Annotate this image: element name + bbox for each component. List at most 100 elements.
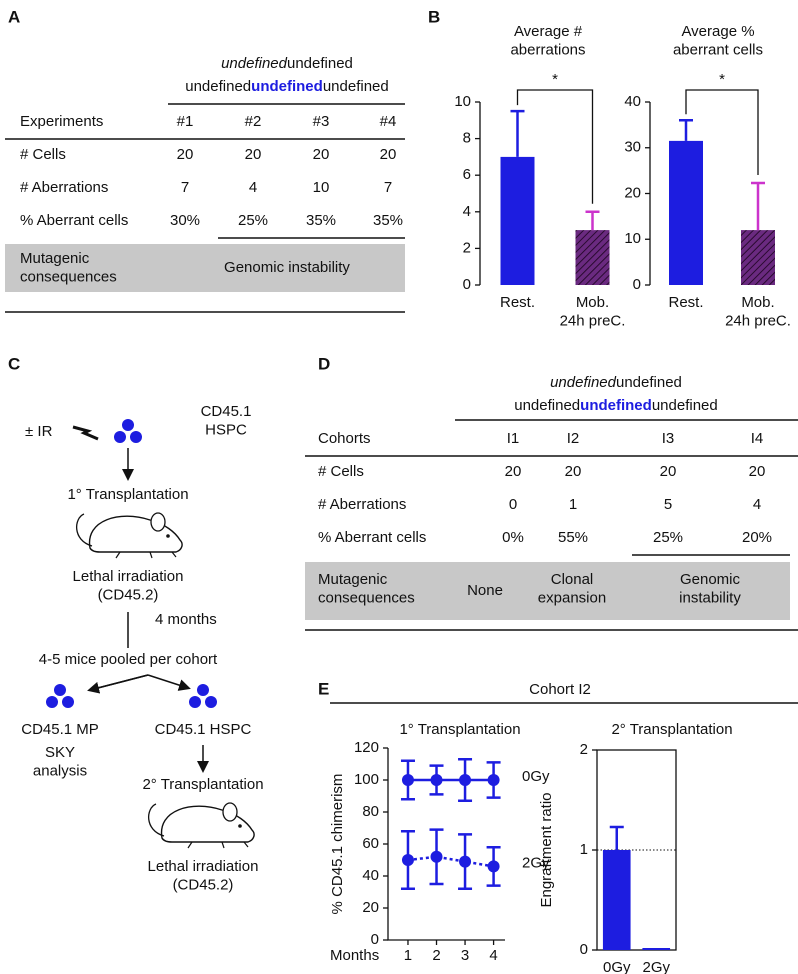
- table-cell: #4: [380, 113, 397, 130]
- y-tick-label: 20: [362, 899, 379, 916]
- section-title: Cohort I2: [529, 681, 591, 698]
- table-header: undefinedundefinedundefined: [185, 78, 388, 95]
- panel-label: B: [428, 7, 440, 26]
- diagram-label: CD45.1 HSPC: [155, 721, 252, 738]
- y-tick-label: 80: [362, 803, 379, 820]
- text-line: consequences: [318, 589, 415, 606]
- header-part: undefined: [323, 78, 389, 95]
- table-header: undefinedundefined: [550, 374, 682, 391]
- x-tick-label: Rest.: [668, 294, 703, 311]
- cell-cluster: [189, 684, 217, 708]
- cell-cluster: [114, 419, 142, 443]
- table-header: undefinedundefinedundefined: [514, 397, 717, 414]
- table-cell: 10: [313, 179, 330, 196]
- table-cell: 35%: [306, 212, 336, 229]
- diagram-label: 2° Transplantation: [142, 776, 263, 793]
- y-tick-label: 10: [624, 230, 641, 247]
- header-part: undefined: [580, 397, 652, 414]
- table-cell: 20: [313, 146, 330, 163]
- significance-bracket: [685, 89, 759, 175]
- shaded-row: [305, 562, 790, 620]
- y-tick-label: 1: [580, 841, 588, 858]
- data-point: [430, 774, 443, 786]
- table-cell: 30%: [170, 212, 200, 229]
- header-part: undefined: [221, 55, 288, 72]
- series-label: 0Gy: [522, 768, 550, 785]
- table-cell: 35%: [373, 212, 403, 229]
- series-line: [407, 855, 494, 868]
- y-tick-label: 0: [580, 941, 588, 958]
- cell-cluster: [46, 684, 74, 708]
- header-part: undefined: [550, 374, 617, 391]
- shaded-row: [5, 244, 405, 292]
- y-tick-label: 8: [463, 130, 471, 147]
- table-cell: #3: [313, 113, 330, 130]
- text-line: instability: [679, 589, 741, 606]
- table-cell: 55%: [558, 529, 588, 546]
- row-label: Cohorts: [318, 430, 371, 447]
- y-tick-label: 30: [624, 139, 641, 156]
- panel-label: E: [318, 679, 329, 698]
- x-tick-label: 4: [489, 947, 497, 964]
- text-line: 24h preC.: [725, 312, 791, 329]
- table-cell: 20: [660, 463, 677, 480]
- table-cell: #1: [177, 113, 194, 130]
- row-label: # Cells: [20, 146, 66, 163]
- error-bar: [679, 119, 693, 141]
- table-cell: 20: [505, 463, 522, 480]
- table-cell: 4: [249, 179, 257, 196]
- y-tick-label: 6: [463, 166, 471, 183]
- text-line: Average %: [681, 23, 754, 40]
- error-bar: [510, 109, 525, 157]
- text-line: analysis: [33, 762, 87, 779]
- table-cell: I2: [567, 430, 580, 447]
- text-line: (CD45.2): [98, 586, 159, 603]
- x-tick-label: 1: [404, 947, 412, 964]
- chart-title: 2° Transplantation: [611, 721, 732, 738]
- table-cell: 7: [384, 179, 392, 196]
- significance-bracket: [516, 89, 594, 204]
- bar: [500, 156, 535, 285]
- text-line: (CD45.2): [173, 876, 234, 893]
- bar: [669, 140, 703, 285]
- y-axis-label: Engraftment ratio: [538, 792, 555, 907]
- table-cell: 20: [749, 463, 766, 480]
- text-line: Lethal irradiation: [148, 858, 259, 875]
- table-cell: I1: [507, 430, 520, 447]
- y-tick-label: 0: [463, 276, 471, 293]
- significance-mark: *: [719, 71, 725, 88]
- row-label: Experiments: [20, 113, 103, 130]
- diagram-label: 4-5 mice pooled per cohort: [39, 651, 218, 668]
- diagram-label: CD45.1 MP: [21, 721, 99, 738]
- y-tick-label: 40: [362, 867, 379, 884]
- x-tick-label: Rest.: [500, 294, 535, 311]
- error-bar: [751, 181, 765, 231]
- row-label: % Aberrant cells: [318, 529, 426, 546]
- text-line: HSPC: [205, 421, 247, 438]
- row-label: % Aberrant cells: [20, 212, 128, 229]
- footer-cell: Clonal expansion: [538, 571, 606, 606]
- text-line: Mob.: [741, 294, 774, 311]
- table-cell: 20: [177, 146, 194, 163]
- y-tick-label: 100: [354, 771, 379, 788]
- panel-label: A: [8, 7, 20, 26]
- y-tick-label: 10: [454, 93, 471, 110]
- panel-label: C: [8, 354, 20, 373]
- header-part: undefined: [251, 78, 323, 95]
- bar: [642, 948, 671, 950]
- text-line: Mutagenic: [20, 250, 90, 267]
- header-part: undefined: [616, 374, 682, 391]
- header-part: undefined: [287, 55, 353, 72]
- table-cell: 0%: [502, 529, 524, 546]
- data-point: [487, 774, 500, 786]
- table-header: undefinedundefined: [221, 55, 353, 72]
- text-line: expansion: [538, 589, 606, 606]
- series-label: 2Gy: [522, 854, 550, 871]
- data-point: [430, 850, 443, 863]
- row-label: # Aberrations: [318, 496, 406, 513]
- lightning: [72, 425, 99, 441]
- data-point: [401, 774, 414, 786]
- text-line: SKY: [45, 744, 75, 761]
- footer-cell: Genomic instability: [679, 571, 741, 606]
- table-cell: 20: [380, 146, 397, 163]
